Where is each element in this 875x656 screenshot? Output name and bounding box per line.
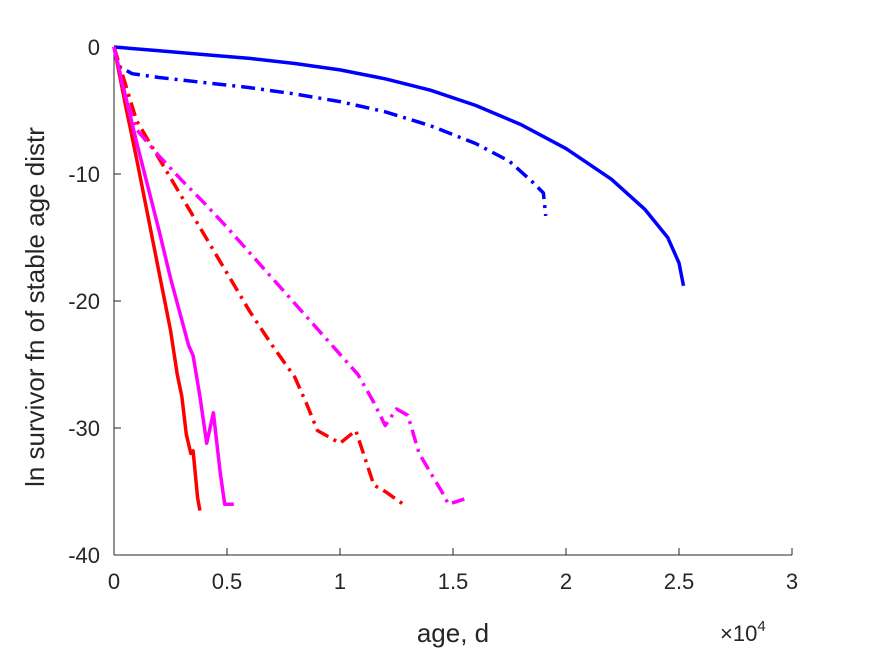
series-line-5 (112, 46, 405, 506)
x-axis-label: age, d (417, 618, 489, 648)
x-tick-label: 0 (108, 569, 120, 594)
y-tick-label: 0 (88, 35, 100, 60)
series-line-3 (112, 46, 202, 511)
x-tick-label: 1.5 (438, 569, 469, 594)
y-axis-label: ln survivor fn of stable age distr (20, 127, 50, 487)
x-axis: 0 0.5 1 1.5 2 2.5 3 (108, 548, 798, 594)
x-axis-exponent: ×104 (720, 618, 766, 646)
y-tick-label: -40 (68, 543, 100, 568)
x-tick-label: 0.5 (212, 569, 243, 594)
x-tick-label: 3 (786, 569, 798, 594)
x-tick-label: 2.5 (664, 569, 695, 594)
x-axis-exponent-power: 4 (757, 618, 765, 635)
x-axis-exponent-base: ×10 (720, 621, 757, 646)
series-group (112, 45, 686, 511)
series-line-4 (112, 46, 234, 506)
x-tick-label: 2 (560, 569, 572, 594)
y-tick-label: -30 (68, 416, 100, 441)
series-line-6 (112, 46, 465, 506)
x-tick-label: 1 (334, 569, 346, 594)
y-tick-label: -20 (68, 289, 100, 314)
y-axis: -40 -30 -20 -10 0 (68, 35, 121, 568)
series-line-1 (113, 45, 686, 287)
y-tick-label: -10 (68, 162, 100, 187)
series-line-2 (112, 46, 548, 217)
axis-labels: age, d ln survivor fn of stable age dist… (20, 127, 766, 648)
plot-area (114, 47, 792, 555)
